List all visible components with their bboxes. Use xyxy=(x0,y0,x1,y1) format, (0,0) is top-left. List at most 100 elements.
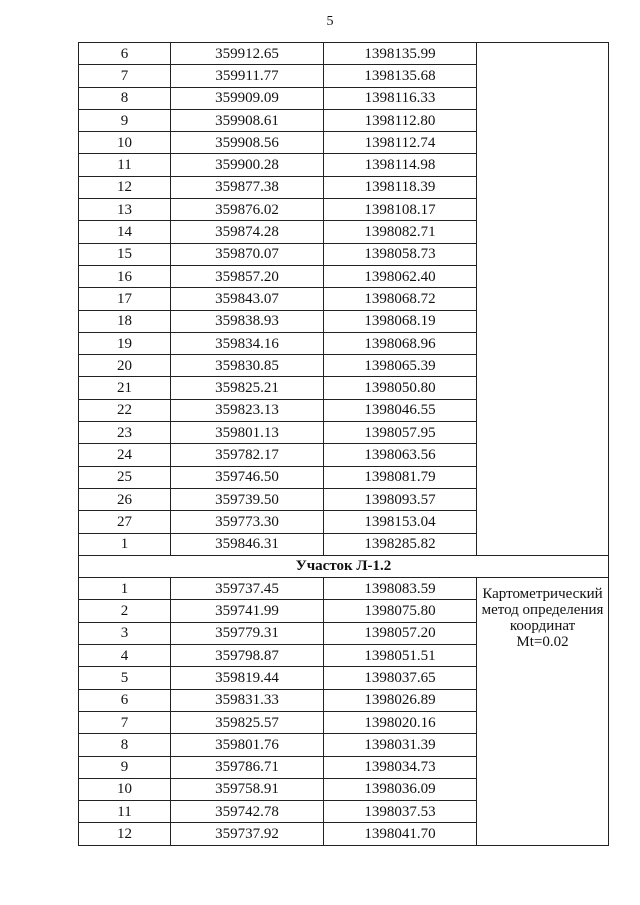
x-coordinate: 359819.44 xyxy=(170,666,324,690)
y-coordinate: 1398114.98 xyxy=(323,153,477,177)
x-coordinate: 359908.61 xyxy=(170,108,324,133)
table-row: 20 359830.85 1398065.39 xyxy=(78,354,609,378)
point-number: 9 xyxy=(78,755,171,779)
x-coordinate: 359786.71 xyxy=(170,755,324,779)
table-row: 16 359857.20 1398062.40 xyxy=(78,264,609,289)
point-number: 2 xyxy=(78,599,171,623)
y-coordinate: 1398031.39 xyxy=(323,733,477,757)
method-note-line: метод определения xyxy=(481,602,604,619)
y-coordinate: 1398034.73 xyxy=(323,755,477,779)
page-number: 5 xyxy=(326,14,334,29)
x-coordinate: 359742.78 xyxy=(170,800,324,824)
point-number: 1 xyxy=(78,577,171,601)
x-coordinate: 359801.13 xyxy=(170,421,324,445)
point-number: 12 xyxy=(78,175,171,200)
table-row: 15 359870.07 1398058.73 xyxy=(78,242,609,266)
y-coordinate: 1398118.39 xyxy=(323,175,477,200)
x-coordinate: 359874.28 xyxy=(170,220,324,244)
table-row: 11 359900.28 1398114.98 xyxy=(78,153,609,177)
y-coordinate: 1398153.04 xyxy=(323,510,477,534)
table-row: 9 359786.71 1398034.73 xyxy=(78,755,609,779)
table-row: 3 359779.31 1398057.20 xyxy=(78,621,609,646)
point-number: 24 xyxy=(78,443,171,467)
method-note-line: Картометрический xyxy=(482,586,603,603)
table-row: 12 359877.38 1398118.39 xyxy=(78,175,609,200)
point-number: 25 xyxy=(78,465,171,489)
point-number: 15 xyxy=(78,242,171,266)
y-coordinate: 1398108.17 xyxy=(323,198,477,222)
point-number: 21 xyxy=(78,376,171,400)
x-coordinate: 359739.50 xyxy=(170,487,324,512)
point-number: 12 xyxy=(78,822,171,846)
point-number: 6 xyxy=(78,688,171,712)
x-coordinate: 359746.50 xyxy=(170,465,324,489)
x-coordinate: 359838.93 xyxy=(170,309,324,333)
table-row: 26 359739.50 1398093.57 xyxy=(78,487,609,512)
section-row: Участок Л-1.2 xyxy=(78,554,609,579)
y-coordinate: 1398068.19 xyxy=(323,309,477,333)
y-coordinate: 1398057.20 xyxy=(323,621,477,646)
table-row: 6 359912.65 1398135.99 xyxy=(78,41,609,556)
x-coordinate: 359831.33 xyxy=(170,688,324,712)
empty-note-cell xyxy=(476,42,609,556)
point-number: 22 xyxy=(78,398,171,423)
y-coordinate: 1398036.09 xyxy=(323,777,477,802)
y-coordinate: 1398041.70 xyxy=(323,822,477,846)
point-number: 8 xyxy=(78,733,171,757)
table-row: 25 359746.50 1398081.79 xyxy=(78,465,609,489)
table-row: 12 359737.92 1398041.70 xyxy=(78,822,609,846)
table-row: 24 359782.17 1398063.56 xyxy=(78,443,609,467)
table-row: 1 359846.31 1398285.82 xyxy=(78,532,609,556)
point-number: 11 xyxy=(78,153,171,177)
x-coordinate: 359908.56 xyxy=(170,131,324,155)
table-row: 8 359801.76 1398031.39 xyxy=(78,733,609,757)
table-row: 7 359911.77 1398135.68 xyxy=(78,64,609,88)
y-coordinate: 1398116.33 xyxy=(323,86,477,110)
y-coordinate: 1398075.80 xyxy=(323,599,477,623)
method-note: Картометрический метод определения координ… xyxy=(476,577,609,846)
y-coordinate: 1398050.80 xyxy=(323,376,477,400)
y-coordinate: 1398285.82 xyxy=(323,532,477,556)
x-coordinate: 359823.13 xyxy=(170,398,324,423)
y-coordinate: 1398046.55 xyxy=(323,398,477,423)
method-note-line: Mt=0.02 xyxy=(516,634,569,651)
table-row: 13 359876.02 1398108.17 xyxy=(78,198,609,222)
table-row: 4 359798.87 1398051.51 xyxy=(78,644,609,668)
point-number: 23 xyxy=(78,421,171,445)
point-number: 13 xyxy=(78,198,171,222)
y-coordinate: 1398037.65 xyxy=(323,666,477,690)
point-number: 3 xyxy=(78,621,171,646)
section-title: Участок Л-1.2 xyxy=(78,554,609,579)
y-coordinate: 1398037.53 xyxy=(323,800,477,824)
table-row: 18 359838.93 1398068.19 xyxy=(78,309,609,333)
table-row: 11 359742.78 1398037.53 xyxy=(78,800,609,824)
x-coordinate: 359912.65 xyxy=(170,41,324,66)
point-number: 16 xyxy=(78,264,171,289)
y-coordinate: 1398135.68 xyxy=(323,64,477,88)
y-coordinate: 1398057.95 xyxy=(323,421,477,445)
x-coordinate: 359857.20 xyxy=(170,264,324,289)
table-row: 22 359823.13 1398046.55 xyxy=(78,398,609,423)
point-number: 10 xyxy=(78,131,171,155)
y-coordinate: 1398063.56 xyxy=(323,443,477,467)
point-number: 10 xyxy=(78,777,171,802)
x-coordinate: 359779.31 xyxy=(170,621,324,646)
x-coordinate: 359877.38 xyxy=(170,175,324,200)
x-coordinate: 359737.45 xyxy=(170,577,324,601)
point-number: 9 xyxy=(78,108,171,133)
point-number: 8 xyxy=(78,86,171,110)
table-row: 10 359758.91 1398036.09 xyxy=(78,777,609,802)
y-coordinate: 1398065.39 xyxy=(323,354,477,378)
y-coordinate: 1398081.79 xyxy=(323,465,477,489)
y-coordinate: 1398112.80 xyxy=(323,108,477,133)
x-coordinate: 359773.30 xyxy=(170,510,324,534)
x-coordinate: 359782.17 xyxy=(170,443,324,467)
point-number: 7 xyxy=(78,710,171,735)
y-coordinate: 1398068.72 xyxy=(323,287,477,311)
x-coordinate: 359801.76 xyxy=(170,733,324,757)
x-coordinate: 359843.07 xyxy=(170,287,324,311)
x-coordinate: 359825.57 xyxy=(170,710,324,735)
coordinates-table: 6 359912.65 1398135.99 7 359911.77 1398135.68… xyxy=(78,41,609,846)
y-coordinate: 1398082.71 xyxy=(323,220,477,244)
point-number: 18 xyxy=(78,309,171,333)
